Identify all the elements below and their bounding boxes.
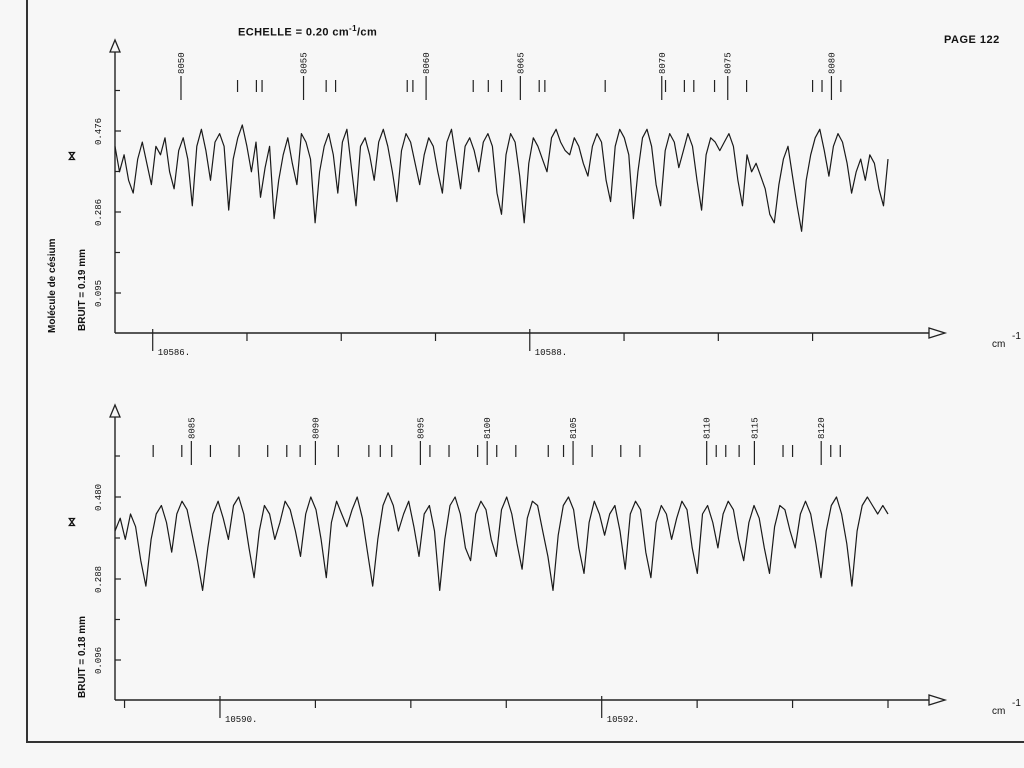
line-label: 8060 (422, 52, 432, 74)
spectrum-trace (114, 492, 889, 591)
mark-symbol: ⋈ (67, 517, 78, 527)
y-axis-arrow (109, 403, 121, 418)
frame-left-edge (26, 0, 28, 742)
y-tick-label: 0.095 (94, 280, 104, 307)
x-tick-label: 10590. (225, 715, 257, 725)
x-tick-label: 10588. (535, 348, 567, 358)
x-unit-label: cm (992, 706, 1005, 717)
line-label: 8055 (300, 52, 310, 74)
y-tick-label: 0.480 (94, 484, 104, 511)
chart-panel-1: 0.095 0.286 0.476 ⋈ BRUIT = 0.19 mm Molécule … (47, 38, 1021, 358)
x-unit-exponent: -1 (1012, 698, 1021, 709)
noise-label: BRUIT = 0.19 mm (77, 249, 88, 331)
line-label: 8120 (817, 417, 827, 439)
scale-exponent: -1 (349, 24, 357, 33)
line-label: 8075 (724, 52, 734, 74)
line-label: 8105 (569, 417, 579, 439)
x-axis-arrow (928, 327, 948, 339)
line-label: 8115 (750, 417, 760, 439)
line-label: 8070 (658, 52, 668, 74)
line-label: 8080 (827, 52, 837, 74)
line-label: 8095 (416, 417, 426, 439)
frame-bottom-edge (26, 741, 1024, 743)
line-label: 8065 (516, 52, 526, 74)
line-label: 8110 (703, 417, 713, 439)
mark-symbol: ⋈ (67, 151, 78, 161)
page-number: PAGE 122 (944, 34, 1000, 46)
spectrum-trace (114, 124, 889, 232)
y-tick-label: 0.476 (94, 118, 104, 145)
x-tick-label: 10586. (158, 348, 190, 358)
y-tick-label: 0.286 (94, 199, 104, 226)
y-tick-label: 0.096 (94, 647, 104, 674)
x-unit-label: cm (992, 339, 1005, 350)
scale-suffix: /cm (356, 26, 378, 39)
scale-prefix: ECHELLE = 0.20 cm (238, 26, 350, 39)
scale-label: ECHELLE = 0.20 cm-1/cm (238, 24, 377, 39)
y-axis-arrow (109, 38, 121, 53)
molecule-label: Molécule de césium (47, 238, 58, 333)
x-unit-exponent: -1 (1012, 331, 1021, 342)
x-tick-label: 10592. (607, 715, 639, 725)
chart-panel-2: 0.096 0.288 0.480 ⋈ BRUIT = 0.18 mm 10590. 105… (67, 403, 1021, 725)
line-label: 8100 (483, 417, 493, 439)
x-axis-arrow (928, 694, 948, 706)
noise-label: BRUIT = 0.18 mm (77, 616, 88, 698)
line-label: 8090 (311, 417, 321, 439)
line-label: 8085 (187, 417, 197, 439)
y-tick-label: 0.288 (94, 566, 104, 593)
line-label: 8050 (177, 52, 187, 74)
